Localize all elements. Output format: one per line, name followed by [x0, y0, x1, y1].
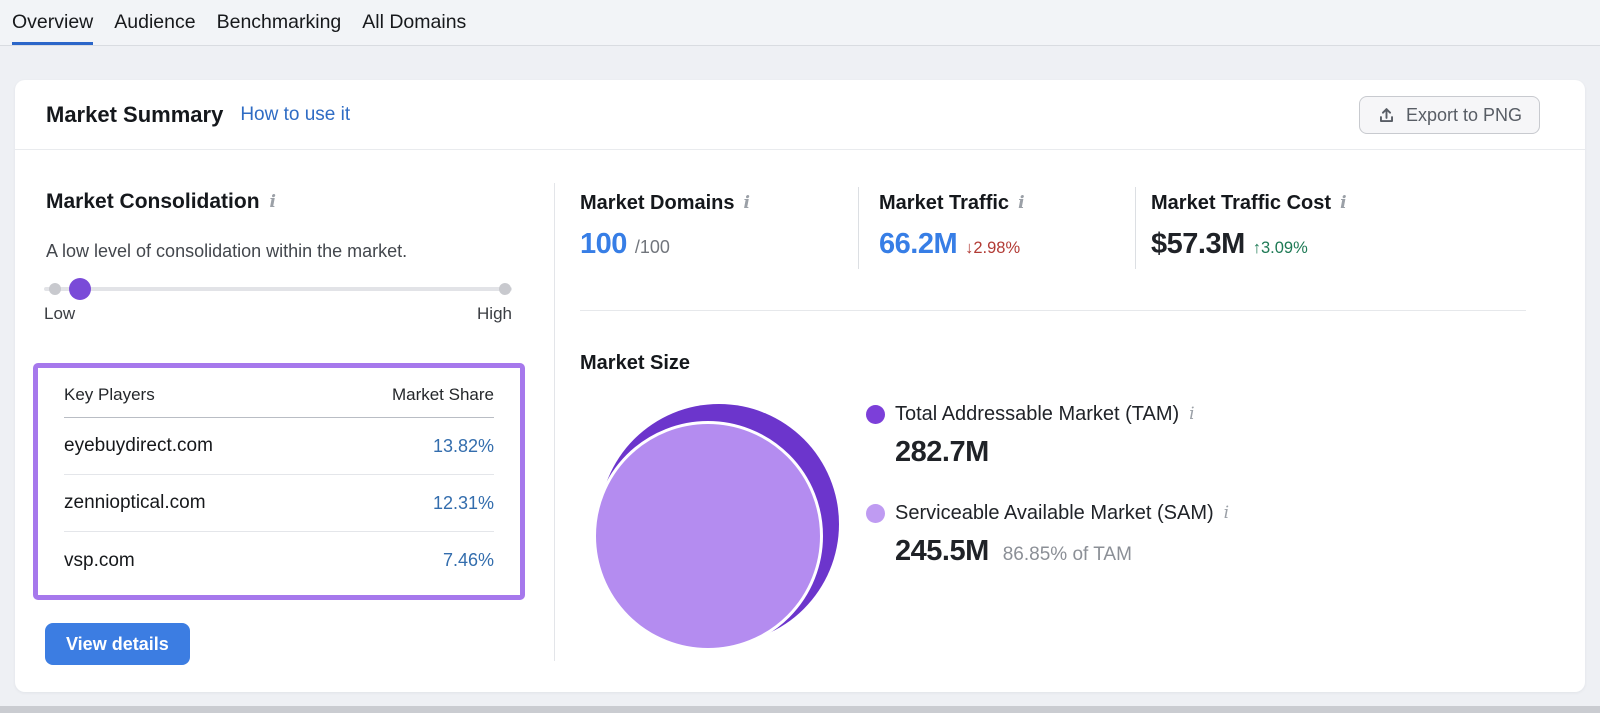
sam-value-row: 245.5M 86.85% of TAM [895, 535, 1132, 568]
column-divider [554, 183, 555, 661]
slider-low-label: Low [44, 304, 76, 323]
player-share: 12.31% [432, 492, 494, 513]
table-row[interactable]: vsp.com 7.46% [64, 532, 494, 589]
market-traffic-cost-value: $57.3M [1151, 228, 1245, 260]
tab-overview[interactable]: Overview [12, 0, 94, 45]
market-traffic-cost-metric: Market Traffic Cost i $57.3M ↑3.09% [1151, 192, 1347, 261]
player-share: 7.46% [442, 550, 494, 570]
how-to-use-link[interactable]: How to use it [240, 103, 351, 125]
metric-divider [1135, 187, 1136, 269]
card-header: Market Summary How to use it Export to P… [15, 80, 1585, 150]
market-size-bubble-chart [593, 402, 843, 652]
tam-label: Total Addressable Market (TAM) [895, 403, 1180, 425]
info-icon[interactable]: i [269, 191, 276, 212]
slider-start-dot [49, 283, 61, 295]
info-icon[interactable]: i [1340, 193, 1347, 213]
info-icon[interactable]: i [1189, 404, 1195, 424]
market-consolidation-title: Market Consolidation i [46, 190, 276, 214]
player-domain[interactable]: zennioptical.com [64, 492, 206, 513]
consolidation-slider [44, 275, 512, 303]
key-players-table: Key Players Market Share eyebuydirect.co… [33, 363, 525, 600]
export-to-png-button[interactable]: Export to PNG [1358, 96, 1540, 134]
tab-all-domains-label: All Domains [362, 10, 467, 33]
tab-all-domains[interactable]: All Domains [362, 0, 466, 45]
player-domain[interactable]: eyebuydirect.com [64, 435, 213, 456]
tam-dot-icon [866, 405, 885, 424]
market-consolidation-title-text: Market Consolidation [46, 190, 260, 213]
market-domains-label-text: Market Domains [580, 192, 735, 214]
tam-value-row: 282.7M [895, 436, 989, 469]
card-title: Market Summary [46, 101, 224, 127]
market-traffic-metric: Market Traffic i 66.2M ↓2.98% [879, 192, 1025, 261]
market-domains-metric: Market Domains i 100 /100 [580, 192, 750, 261]
market-traffic-cost-change-value: 3.09% [1260, 239, 1308, 257]
market-domains-value: 100 [580, 228, 627, 260]
market-size-title: Market Size [580, 352, 691, 374]
tab-benchmarking-label: Benchmarking [216, 10, 342, 33]
metric-divider [858, 187, 859, 269]
market-traffic-label-text: Market Traffic [879, 192, 1010, 214]
table-row[interactable]: zennioptical.com 12.31% [64, 475, 494, 532]
info-icon[interactable]: i [743, 193, 750, 213]
tab-audience-label: Audience [114, 10, 196, 33]
tab-audience[interactable]: Audience [114, 0, 195, 45]
slider-labels: Low High [44, 304, 512, 324]
tam-value: 282.7M [895, 436, 989, 468]
player-domain[interactable]: vsp.com [64, 549, 135, 571]
view-details-button[interactable]: View details [45, 623, 190, 665]
consolidation-description: A low level of consolidation within the … [46, 241, 408, 261]
key-players-header: Key Players Market Share [64, 368, 494, 418]
window-bottom-edge [0, 706, 1600, 713]
sam-bubble [593, 421, 823, 651]
metrics-bottom-divider [580, 310, 1526, 311]
market-traffic-cost-label: Market Traffic Cost i [1151, 192, 1347, 215]
tab-benchmarking[interactable]: Benchmarking [217, 0, 342, 45]
market-domains-suffix: /100 [634, 237, 670, 257]
market-traffic-change: ↓2.98% [965, 239, 1020, 258]
market-traffic-label: Market Traffic i [879, 192, 1025, 215]
market-traffic-value: 66.2M [879, 228, 958, 260]
slider-end-dot [499, 283, 511, 295]
table-row[interactable]: eyebuydirect.com 13.82% [64, 418, 494, 475]
export-to-png-label: Export to PNG [1405, 104, 1522, 125]
market-summary-card: Market Summary How to use it Export to P… [15, 80, 1585, 692]
market-traffic-cost-label-text: Market Traffic Cost [1151, 192, 1332, 214]
key-players-column-header: Key Players [64, 384, 155, 404]
slider-handle[interactable] [69, 278, 91, 300]
slider-track [44, 287, 512, 291]
arrow-up-icon: ↑ [1252, 239, 1261, 257]
market-traffic-cost-change: ↑3.09% [1253, 239, 1308, 258]
tab-bar: Overview Audience Benchmarking All Domai… [0, 0, 1600, 46]
info-icon[interactable]: i [1018, 193, 1025, 213]
sam-percent-of-tam: 86.85% of TAM [1002, 544, 1132, 565]
tab-overview-label: Overview [12, 10, 94, 33]
tam-legend-row: Total Addressable Market (TAM) i [866, 403, 1195, 426]
sam-legend-row: Serviceable Available Market (SAM) i [866, 502, 1229, 525]
upload-icon [1379, 107, 1393, 122]
market-share-column-header: Market Share [391, 384, 494, 404]
market-domains-label: Market Domains i [580, 192, 750, 215]
sam-label: Serviceable Available Market (SAM) [895, 502, 1214, 524]
sam-value: 245.5M [895, 535, 989, 567]
market-traffic-change-value: 2.98% [973, 239, 1021, 257]
arrow-down-icon: ↓ [965, 239, 974, 257]
player-share: 13.82% [432, 435, 494, 456]
sam-dot-icon [866, 504, 885, 523]
slider-high-label: High [477, 304, 512, 323]
info-icon[interactable]: i [1223, 503, 1230, 523]
